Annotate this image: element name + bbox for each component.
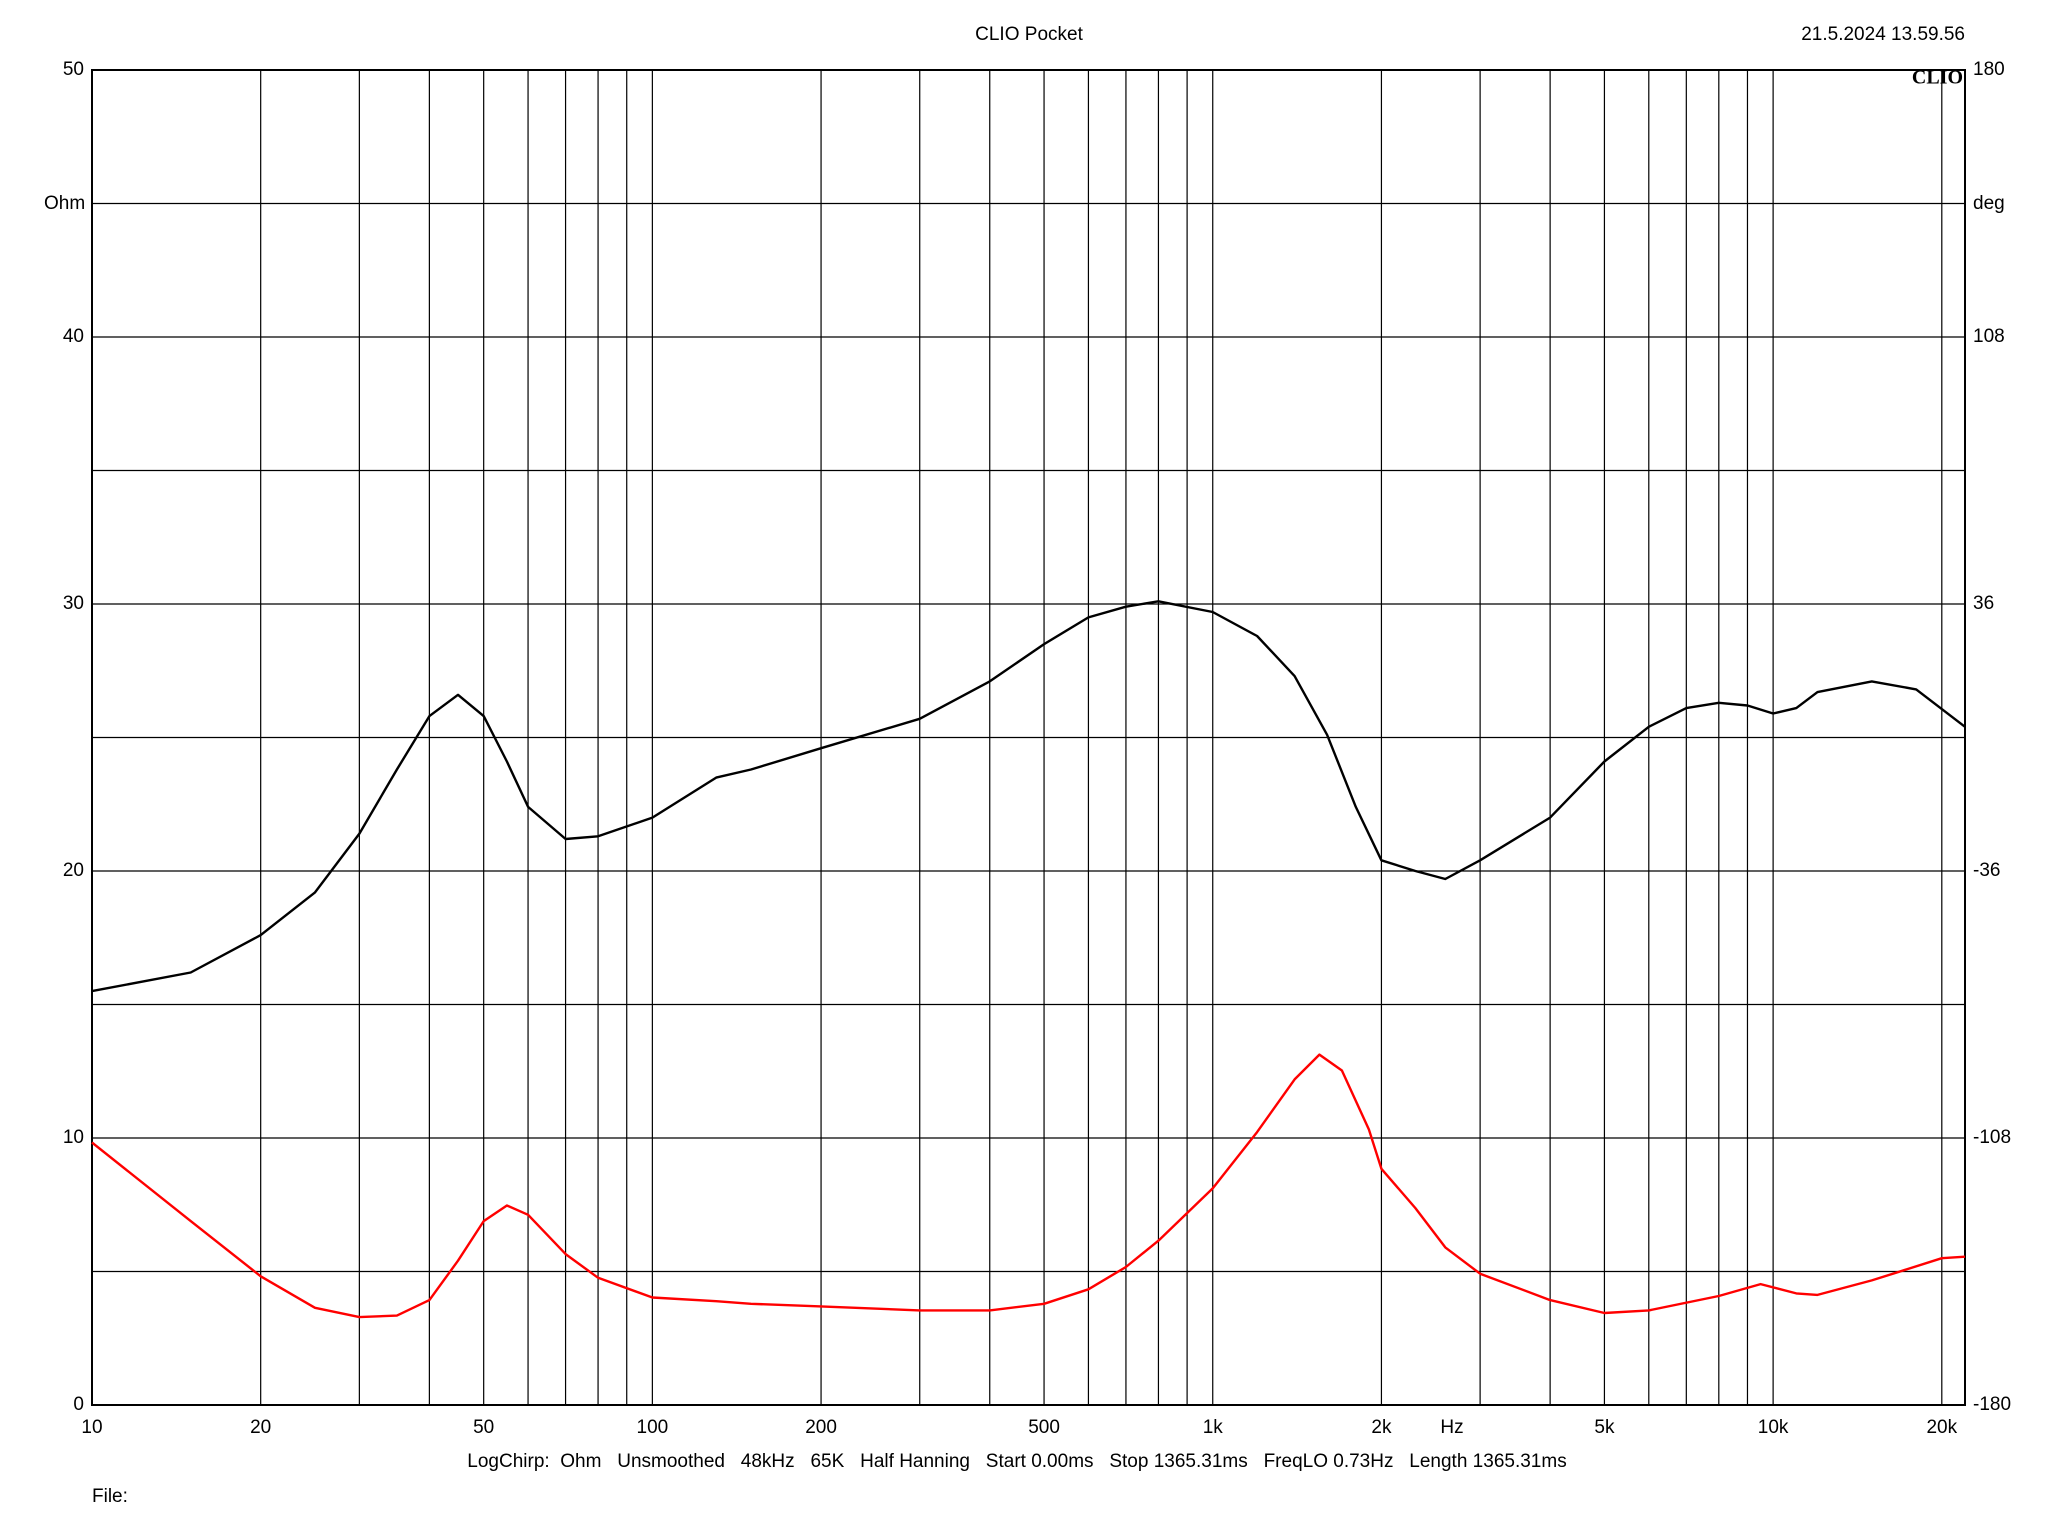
- footer: LogChirp: Ohm Unsmoothed 48kHz 65K Half …: [467, 1451, 1566, 1472]
- logo: CLIO: [1912, 67, 1963, 89]
- x-tick-label: 50: [473, 1417, 494, 1438]
- data-line: [91, 1053, 1966, 1319]
- plot-frame: [91, 69, 1966, 1406]
- x-tick-label: 100: [637, 1417, 669, 1438]
- y2-tick-label: -36: [1973, 860, 2000, 881]
- y2-tick-label: 108: [1973, 326, 2005, 347]
- x-tick-label: 10k: [1758, 1417, 1789, 1438]
- chart-title: CLIO Pocket: [975, 24, 1083, 45]
- y-tick-label: 10: [63, 1127, 84, 1148]
- x-tick-label: 2k: [1371, 1417, 1392, 1438]
- y-axis-label: Ohm: [44, 193, 85, 214]
- timestamp: 21.5.2024 13.59.56: [1801, 24, 1965, 45]
- y-tick-label: 30: [63, 593, 84, 614]
- y2-tick-label: -180: [1973, 1394, 2011, 1415]
- x-tick-label: 1k: [1203, 1417, 1224, 1438]
- y-tick-label: 50: [63, 59, 84, 80]
- data-line: [91, 600, 1966, 993]
- x-tick-label: 5k: [1594, 1417, 1615, 1438]
- x-tick-label: 20: [250, 1417, 271, 1438]
- x-tick-label: 10: [81, 1417, 102, 1438]
- y2-tick-label: 180: [1973, 59, 2005, 80]
- y2-tick-label: -108: [1973, 1127, 2011, 1148]
- file-label: File:: [92, 1486, 128, 1507]
- x-axis-label: Hz: [1440, 1417, 1463, 1438]
- y-tick-label: 20: [63, 860, 84, 881]
- y2-axis-label: deg: [1973, 193, 2005, 214]
- y-tick-label: 40: [63, 326, 84, 347]
- x-tick-label: 20k: [1926, 1417, 1957, 1438]
- y2-tick-label: 36: [1973, 593, 1994, 614]
- x-tick-label: 200: [805, 1417, 837, 1438]
- y-tick-label: 0: [73, 1394, 84, 1415]
- x-tick-label: 500: [1028, 1417, 1060, 1438]
